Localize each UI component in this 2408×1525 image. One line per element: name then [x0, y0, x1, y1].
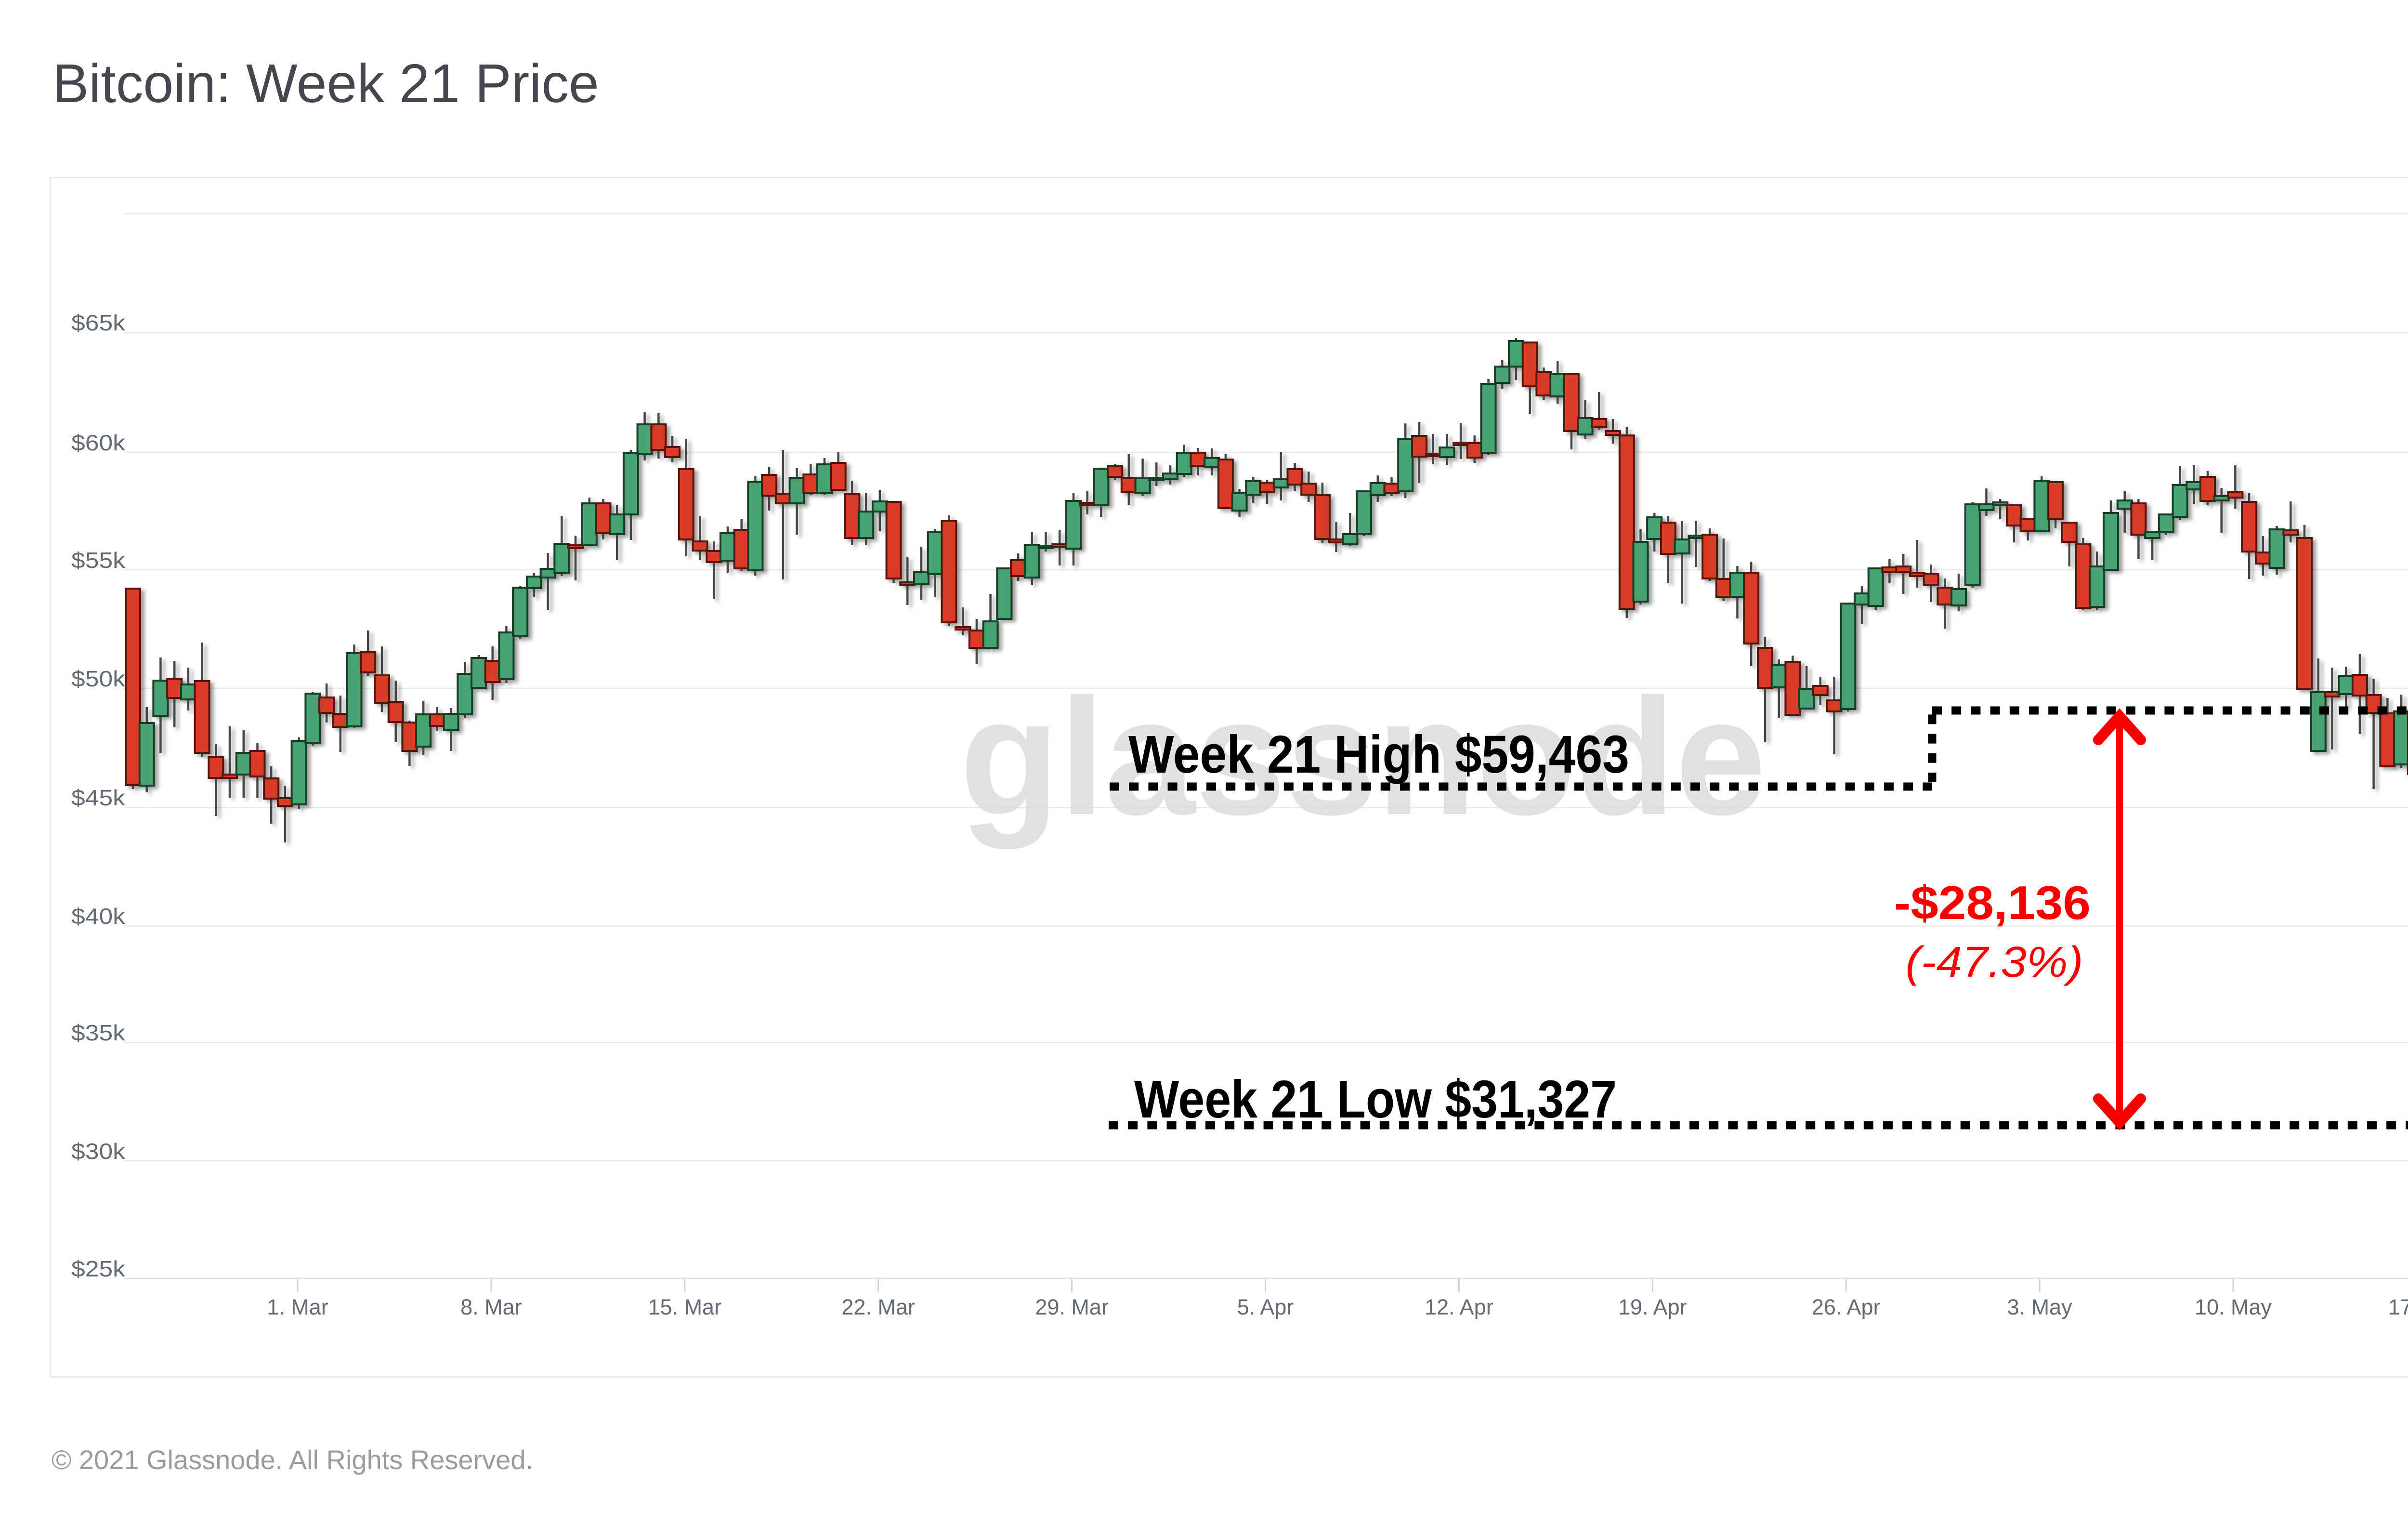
svg-text:8. Mar: 8. Mar [460, 1295, 522, 1319]
svg-text:10. May: 10. May [2195, 1295, 2272, 1319]
svg-text:© 2021 Glassnode. All Rights R: © 2021 Glassnode. All Rights Reserved. [52, 1445, 533, 1475]
svg-text:Week 21 High $59,463: Week 21 High $59,463 [1128, 725, 1629, 784]
svg-text:22. Mar: 22. Mar [841, 1295, 915, 1319]
svg-text:Bitcoin: Week 21 Price: Bitcoin: Week 21 Price [52, 53, 599, 114]
svg-text:$45k: $45k [71, 785, 126, 810]
svg-text:5. Apr: 5. Apr [1237, 1295, 1294, 1319]
svg-text:$65k: $65k [71, 310, 126, 335]
svg-text:15. Mar: 15. Mar [648, 1295, 722, 1319]
svg-text:$40k: $40k [71, 904, 126, 929]
svg-text:$50k: $50k [71, 666, 126, 691]
svg-text:26. Apr: 26. Apr [1812, 1295, 1881, 1319]
svg-text:$35k: $35k [71, 1020, 126, 1045]
svg-text:19. Apr: 19. Apr [1618, 1295, 1687, 1319]
svg-text:Week 21 Low $31,327: Week 21 Low $31,327 [1134, 1070, 1617, 1129]
svg-text:$25k: $25k [71, 1256, 126, 1281]
svg-text:3. May: 3. May [2007, 1295, 2073, 1319]
svg-text:$55k: $55k [71, 548, 126, 573]
svg-text:17. May: 17. May [2388, 1295, 2408, 1319]
svg-text:$30k: $30k [71, 1139, 126, 1164]
svg-text:12. Apr: 12. Apr [1425, 1295, 1493, 1319]
svg-text:(-47.3%): (-47.3%) [1906, 938, 2083, 986]
svg-text:glassnode: glassnode [960, 664, 1766, 850]
svg-text:1. Mar: 1. Mar [267, 1295, 328, 1319]
svg-text:-$28,136: -$28,136 [1894, 876, 2091, 929]
svg-text:29. Mar: 29. Mar [1035, 1295, 1109, 1319]
svg-text:$60k: $60k [71, 430, 126, 455]
